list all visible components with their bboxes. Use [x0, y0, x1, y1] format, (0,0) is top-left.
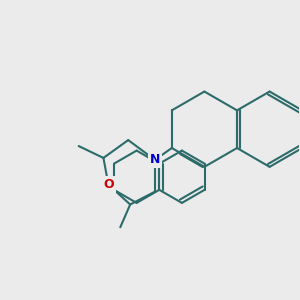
Text: N: N	[150, 153, 160, 167]
Text: O: O	[103, 178, 114, 191]
